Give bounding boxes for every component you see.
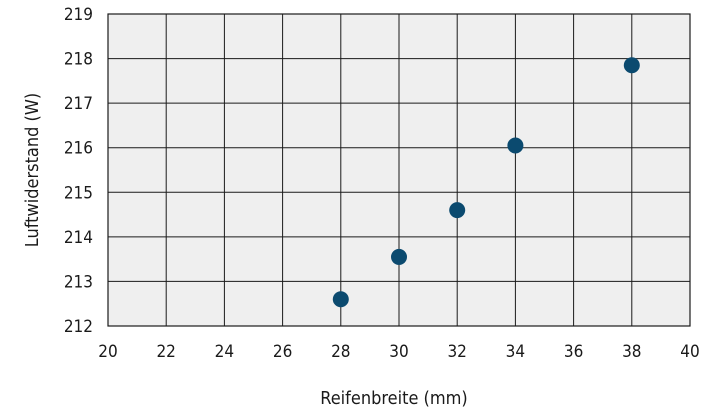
x-tick-label: 26 — [273, 342, 292, 362]
y-tick-label: 219 — [64, 5, 93, 25]
data-point — [623, 57, 640, 74]
x-tick-label: 28 — [331, 342, 350, 362]
x-tick-label: 22 — [156, 342, 175, 362]
y-tick-label: 214 — [64, 228, 93, 248]
y-tick-label: 216 — [64, 139, 93, 159]
x-axis-label: Reifenbreite (mm) — [320, 388, 468, 409]
x-tick-label: 20 — [98, 342, 117, 362]
x-tick-label: 38 — [622, 342, 641, 362]
data-points — [332, 57, 640, 308]
data-point — [507, 137, 524, 154]
data-point — [449, 202, 466, 219]
y-tick-label: 212 — [64, 317, 93, 337]
y-tick-label: 215 — [64, 183, 93, 203]
y-axis-label: Luftwiderstand (W) — [22, 93, 43, 247]
y-axis-ticks: 212 213 214 215 216 217 218 219 — [64, 5, 93, 337]
x-axis-ticks: 20 22 24 26 28 30 32 34 36 38 40 — [98, 342, 699, 362]
data-point — [332, 291, 349, 308]
x-tick-label: 24 — [215, 342, 234, 362]
x-tick-label: 36 — [564, 342, 583, 362]
x-tick-label: 32 — [447, 342, 466, 362]
x-tick-label: 30 — [389, 342, 408, 362]
y-tick-label: 217 — [64, 94, 93, 114]
y-tick-label: 213 — [64, 272, 93, 292]
x-tick-label: 34 — [506, 342, 525, 362]
x-tick-label: 40 — [680, 342, 699, 362]
data-point — [391, 248, 407, 265]
y-tick-label: 218 — [64, 50, 93, 70]
